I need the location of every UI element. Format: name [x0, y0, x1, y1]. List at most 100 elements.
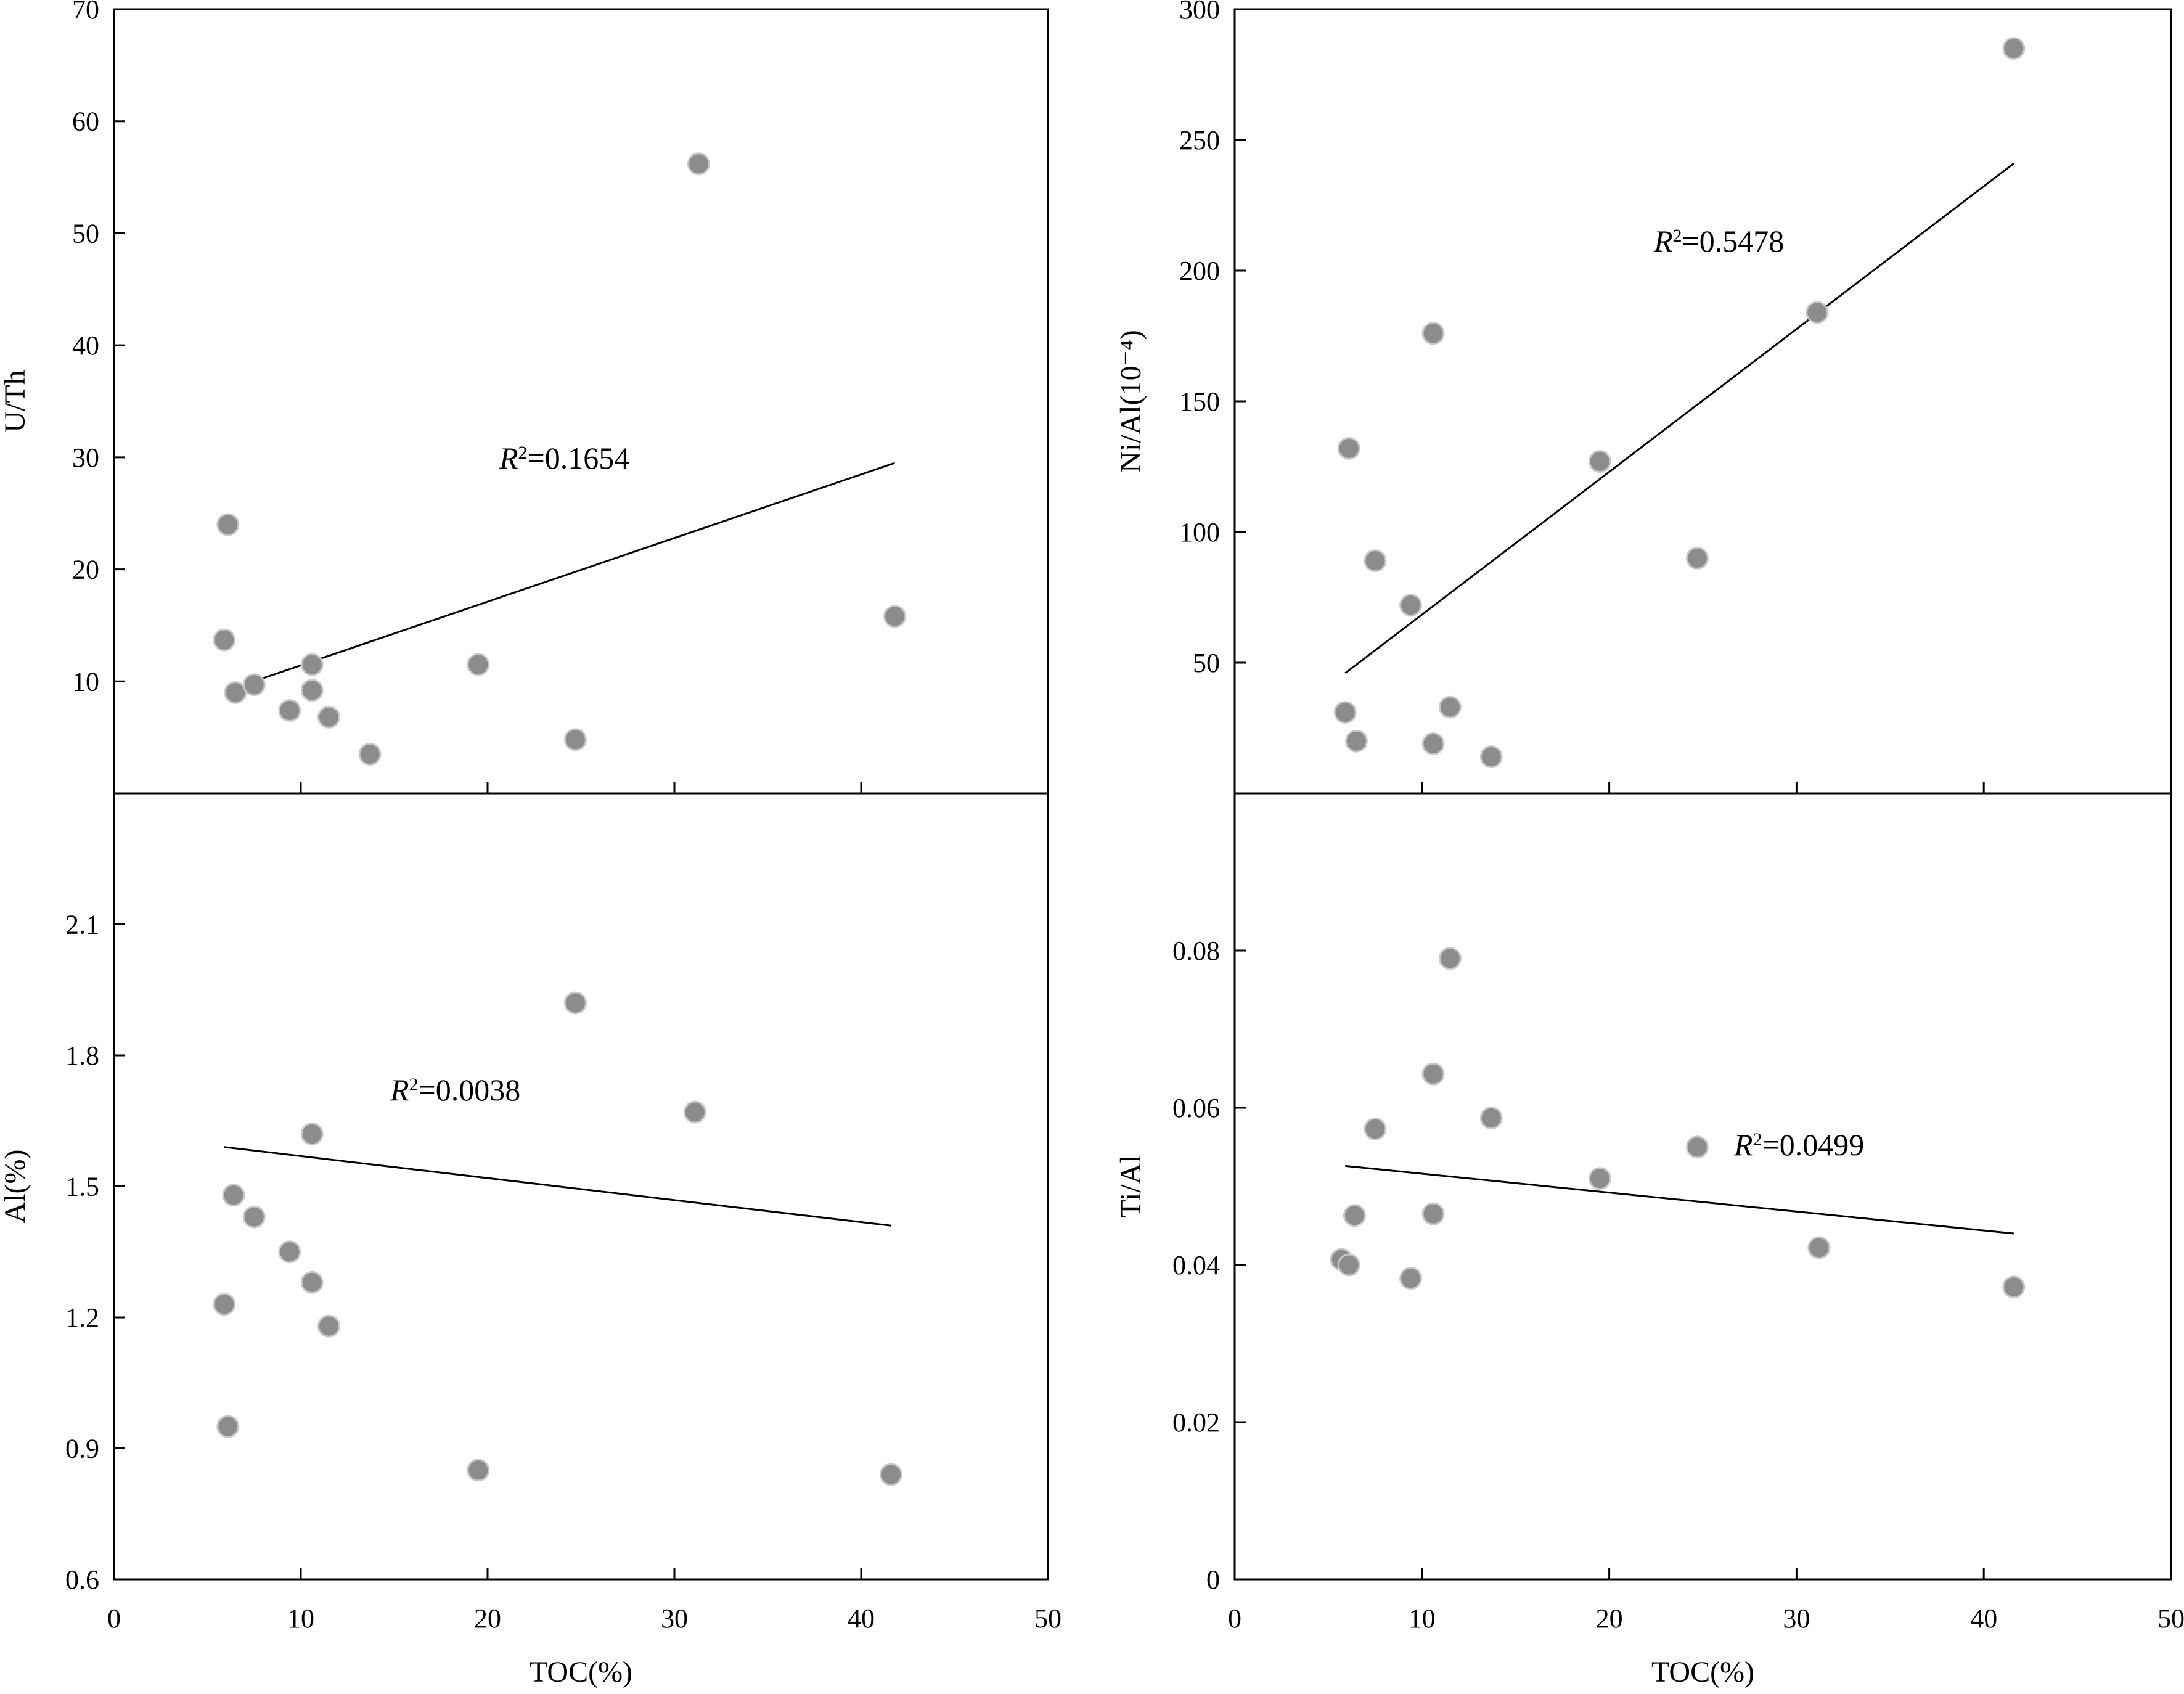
y-tick-label: 100 [1179, 517, 1220, 547]
data-point [300, 653, 324, 676]
data-point [1807, 1236, 1831, 1259]
trendline [224, 462, 896, 693]
scatter-panel-1: 10 20 30 40 50 60 70 U/Th R2=0.1654 [0, 0, 1049, 795]
r-squared-label: R2=0.0038 [390, 1073, 520, 1107]
x-tick-label: 30 [661, 1603, 688, 1634]
data-point [1337, 436, 1360, 460]
data-point [1685, 1135, 1709, 1159]
r-squared-label: R2=0.0499 [1733, 1127, 1864, 1162]
x-tick-label: 10 [287, 1603, 314, 1634]
data-point [1588, 450, 1611, 473]
y-tick-label: 200 [1179, 256, 1220, 286]
x-tick-label: 40 [1970, 1603, 1997, 1634]
data-point [213, 1293, 236, 1316]
data-point [1399, 1267, 1423, 1290]
data-point [242, 673, 266, 697]
y-tick-label: 250 [1179, 125, 1220, 155]
data-point [2002, 1275, 2026, 1299]
y-axis-title: Al(%) [0, 1150, 31, 1224]
data-point [1421, 322, 1445, 345]
plot-frame [1233, 792, 2172, 1581]
y-tick-label: 70 [72, 0, 99, 25]
data-point [1588, 1167, 1611, 1190]
data-point [1421, 1202, 1445, 1225]
data-point [216, 513, 240, 536]
y-axis-title: Ti/Al [1114, 1155, 1147, 1217]
y-tick-label: 0.9 [65, 1434, 99, 1464]
data-point [1399, 594, 1423, 617]
r-squared-label: R2=0.1654 [499, 441, 629, 475]
data-point [1364, 1117, 1387, 1140]
y-axis-title: Ni/Al(10⁻⁴) [1114, 330, 1147, 472]
data-point [1479, 1107, 1503, 1130]
data-point [300, 1123, 324, 1145]
data-point [467, 1459, 490, 1482]
data-point [1685, 546, 1709, 570]
data-point [1421, 732, 1445, 755]
data-point [242, 1205, 266, 1229]
data-point [278, 699, 301, 722]
y-tick-label: 50 [72, 218, 99, 248]
data-point [358, 742, 382, 766]
x-tick-label: 0 [1228, 1603, 1241, 1634]
y-tick-label: 150 [1179, 387, 1220, 417]
data-point [317, 705, 340, 729]
data-point [213, 628, 236, 652]
x-tick-label: 40 [848, 1603, 875, 1634]
y-tick-label: 0.02 [1172, 1407, 1220, 1438]
x-tick-label: 10 [1409, 1603, 1436, 1634]
data-point [1479, 745, 1503, 769]
y-tick-label: 0.08 [1172, 936, 1220, 966]
y-tick-label: 1.5 [65, 1172, 99, 1202]
data-point [1337, 1253, 1360, 1277]
y-tick-label: 50 [1193, 648, 1220, 678]
y-tick-label: 0.04 [1172, 1250, 1220, 1280]
data-point [1806, 301, 1829, 324]
data-point [2002, 37, 2026, 60]
y-tick-label: 1.2 [65, 1303, 99, 1333]
data-point [687, 152, 710, 176]
y-tick-label: 0.06 [1172, 1093, 1220, 1123]
scatter-panel-3: 0.6 0.9 1.2 1.5 1.8 2.1 0 10 20 30 40 50 TOC(%) Al(%)… [0, 792, 1061, 1688]
y-tick-label: 60 [72, 107, 99, 137]
data-point [300, 1270, 324, 1294]
data-point [317, 1314, 340, 1338]
y-tick-label: 2.1 [65, 910, 99, 940]
data-point [300, 679, 324, 702]
y-tick-label: 300 [1179, 0, 1220, 25]
data-point [563, 991, 587, 1015]
x-tick-label: 20 [474, 1603, 501, 1634]
data-point [467, 653, 490, 676]
data-point [563, 728, 587, 751]
data-point [1438, 947, 1462, 970]
x-tick-label: 50 [1034, 1603, 1061, 1634]
x-tick-label: 20 [1596, 1603, 1623, 1634]
data-point [1364, 549, 1387, 573]
y-axis-title: U/Th [0, 370, 31, 432]
data-point [1344, 729, 1368, 753]
data-point [1438, 695, 1462, 719]
x-tick-label: 50 [2157, 1603, 2184, 1634]
y-tick-label: 10 [72, 666, 99, 697]
data-point [1421, 1062, 1445, 1086]
data-point [216, 1415, 240, 1438]
x-tick-label: 30 [1783, 1603, 1810, 1634]
data-point [1343, 1204, 1366, 1227]
data-point [683, 1100, 706, 1124]
x-axis-title: TOC(%) [1651, 1656, 1754, 1688]
scatter-panel-2: 50 100 150 200 250 300 Ni/Al(10⁻⁴) R2=0.5478 [1114, 0, 2172, 795]
y-tick-label: 40 [72, 330, 99, 361]
data-point [278, 1240, 301, 1264]
y-tick-label: 0 [1206, 1565, 1220, 1595]
data-point [222, 1184, 245, 1207]
x-axis-title: TOC(%) [530, 1656, 632, 1688]
data-point [1333, 701, 1357, 724]
y-tick-label: 30 [72, 443, 99, 473]
r-squared-label: R2=0.5478 [1653, 224, 1784, 258]
trendline [1345, 1164, 2014, 1235]
x-tick-label: 0 [107, 1603, 121, 1634]
y-tick-label: 20 [72, 555, 99, 585]
